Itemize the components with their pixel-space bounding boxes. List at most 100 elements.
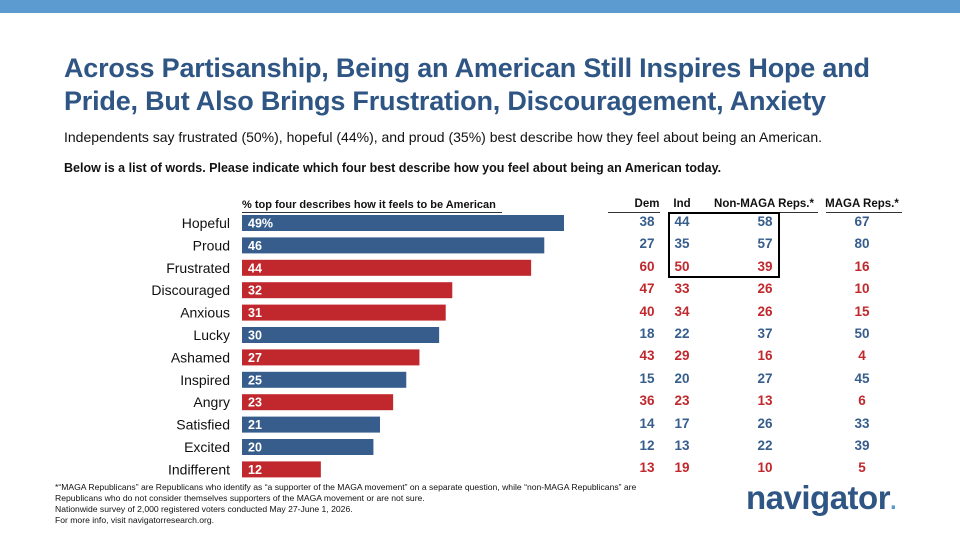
category-label-satisfied: Satisfied bbox=[176, 417, 230, 433]
table-cell-non-maga: 22 bbox=[757, 438, 773, 453]
table-cell-ind: 17 bbox=[674, 415, 690, 431]
chart-title-rule bbox=[242, 212, 502, 213]
table-cell-ind: 35 bbox=[674, 236, 690, 252]
category-label-indifferent: Indifferent bbox=[168, 461, 230, 477]
page-subtitle: Independents say frustrated (50%), hopef… bbox=[64, 129, 823, 145]
column-header-dem: Dem bbox=[634, 198, 660, 210]
table-cell-non-maga: 13 bbox=[757, 393, 773, 409]
bar-value-label: 31 bbox=[248, 306, 262, 320]
table-cell-dem: 14 bbox=[639, 415, 655, 431]
table-cell-maga: 67 bbox=[854, 214, 870, 229]
table-cell-maga: 45 bbox=[854, 370, 870, 386]
table-cell-maga: 80 bbox=[854, 236, 870, 252]
category-label-frustrated: Frustrated bbox=[166, 260, 230, 276]
table-cell-non-maga: 37 bbox=[757, 326, 773, 341]
table-cell-dem: 27 bbox=[639, 236, 655, 252]
table-cell-maga: 4 bbox=[858, 348, 866, 364]
table-cell-non-maga: 58 bbox=[757, 214, 773, 229]
table-cell-dem: 60 bbox=[639, 258, 655, 274]
table-cell-non-maga: 27 bbox=[757, 370, 773, 386]
chart-title: % top four describes how it feels to be … bbox=[242, 199, 496, 211]
bar-value-label: 32 bbox=[248, 284, 262, 298]
table-cell-dem: 15 bbox=[639, 370, 655, 386]
navigator-logo: navigator. bbox=[746, 479, 897, 517]
bar-value-label: 21 bbox=[248, 418, 262, 432]
table-cell-ind: 23 bbox=[674, 393, 690, 409]
bar-indifferent bbox=[242, 461, 321, 478]
bar-discouraged bbox=[242, 282, 453, 299]
bar-value-label: 49% bbox=[248, 217, 273, 231]
table-cell-non-maga: 10 bbox=[757, 460, 773, 476]
table-cell-ind: 19 bbox=[674, 460, 690, 476]
bar-anxious bbox=[242, 304, 446, 321]
bar-value-label: 20 bbox=[248, 441, 262, 455]
bar-ashamed bbox=[242, 349, 420, 366]
bar-value-label: 30 bbox=[248, 329, 262, 343]
table-cell-non-maga: 26 bbox=[757, 415, 773, 431]
bar-frustrated bbox=[242, 259, 532, 276]
column-header-rule-dem bbox=[608, 212, 660, 213]
table-cell-dem: 18 bbox=[639, 326, 655, 341]
category-label-anxious: Anxious bbox=[180, 305, 230, 321]
table-cell-maga: 5 bbox=[858, 460, 866, 476]
logo-dot: . bbox=[890, 488, 897, 515]
footnote-line: Nationwide survey of 2,000 registered vo… bbox=[55, 504, 353, 514]
table-cell-dem: 43 bbox=[639, 348, 655, 364]
bar-inspired bbox=[242, 371, 407, 388]
column-header-rule-maga bbox=[826, 212, 902, 213]
survey-question: Below is a list of words. Please indicat… bbox=[64, 161, 722, 175]
footnote-line: *“MAGA Republicans” are Republicans who … bbox=[55, 482, 637, 492]
table-cell-dem: 38 bbox=[639, 214, 655, 229]
table-cell-dem: 40 bbox=[639, 303, 655, 319]
table-cell-ind: 29 bbox=[674, 348, 690, 364]
table-cell-maga: 15 bbox=[854, 303, 870, 319]
bar-hopeful bbox=[242, 215, 564, 231]
top-accent-bar bbox=[0, 0, 960, 13]
table-cell-ind: 20 bbox=[674, 370, 690, 386]
bar-angry bbox=[242, 394, 394, 411]
table-cell-dem: 47 bbox=[639, 281, 655, 297]
table-cell-non-maga: 39 bbox=[757, 258, 773, 274]
highlight-box bbox=[668, 212, 780, 278]
table-cell-dem: 36 bbox=[639, 393, 655, 409]
footnote-line: Republicans who do not consider themselv… bbox=[55, 493, 425, 503]
bar-lucky bbox=[242, 327, 440, 343]
bar-value-label: 12 bbox=[248, 463, 262, 477]
category-label-angry: Angry bbox=[193, 394, 230, 410]
footnote: *“MAGA Republicans” are Republicans who … bbox=[55, 482, 735, 526]
bar-proud bbox=[242, 237, 545, 254]
table-cell-dem: 12 bbox=[639, 438, 655, 453]
table-cell-ind: 44 bbox=[674, 214, 690, 229]
category-label-ashamed: Ashamed bbox=[171, 349, 230, 365]
bar-value-label: 25 bbox=[248, 373, 262, 387]
table-cell-maga: 50 bbox=[854, 326, 870, 341]
category-label-excited: Excited bbox=[184, 439, 230, 455]
bar-value-label: 27 bbox=[248, 351, 262, 365]
bar-value-label: 44 bbox=[248, 261, 262, 275]
category-label-discouraged: Discouraged bbox=[151, 282, 230, 298]
column-header-non-maga: Non-MAGA Reps.* bbox=[714, 198, 814, 210]
bar-value-label: 23 bbox=[248, 396, 262, 410]
table-cell-ind: 50 bbox=[674, 258, 690, 274]
table-cell-dem: 13 bbox=[639, 460, 655, 476]
table-cell-ind: 22 bbox=[674, 326, 690, 341]
category-label-hopeful: Hopeful bbox=[182, 215, 230, 231]
table-cell-ind: 13 bbox=[674, 438, 690, 453]
page-title: Across Partisanship, Being an American S… bbox=[64, 53, 870, 116]
bar-satisfied bbox=[242, 416, 380, 433]
column-header-ind: Ind bbox=[673, 198, 691, 210]
table-cell-non-maga: 26 bbox=[757, 303, 773, 319]
table-cell-ind: 33 bbox=[674, 281, 690, 297]
category-label-lucky: Lucky bbox=[193, 327, 230, 343]
logo-text: navigator bbox=[746, 479, 891, 516]
category-label-proud: Proud bbox=[193, 237, 230, 253]
table-cell-maga: 6 bbox=[858, 393, 866, 409]
column-header-maga: MAGA Reps.* bbox=[825, 198, 899, 210]
table-cell-non-maga: 26 bbox=[757, 281, 773, 297]
table-cell-maga: 10 bbox=[854, 281, 870, 297]
footnote-line: For more info, visit navigatorresearch.o… bbox=[55, 515, 215, 525]
table-cell-maga: 33 bbox=[854, 415, 870, 431]
table-cell-non-maga: 57 bbox=[757, 236, 773, 252]
table-cell-non-maga: 16 bbox=[757, 348, 773, 364]
